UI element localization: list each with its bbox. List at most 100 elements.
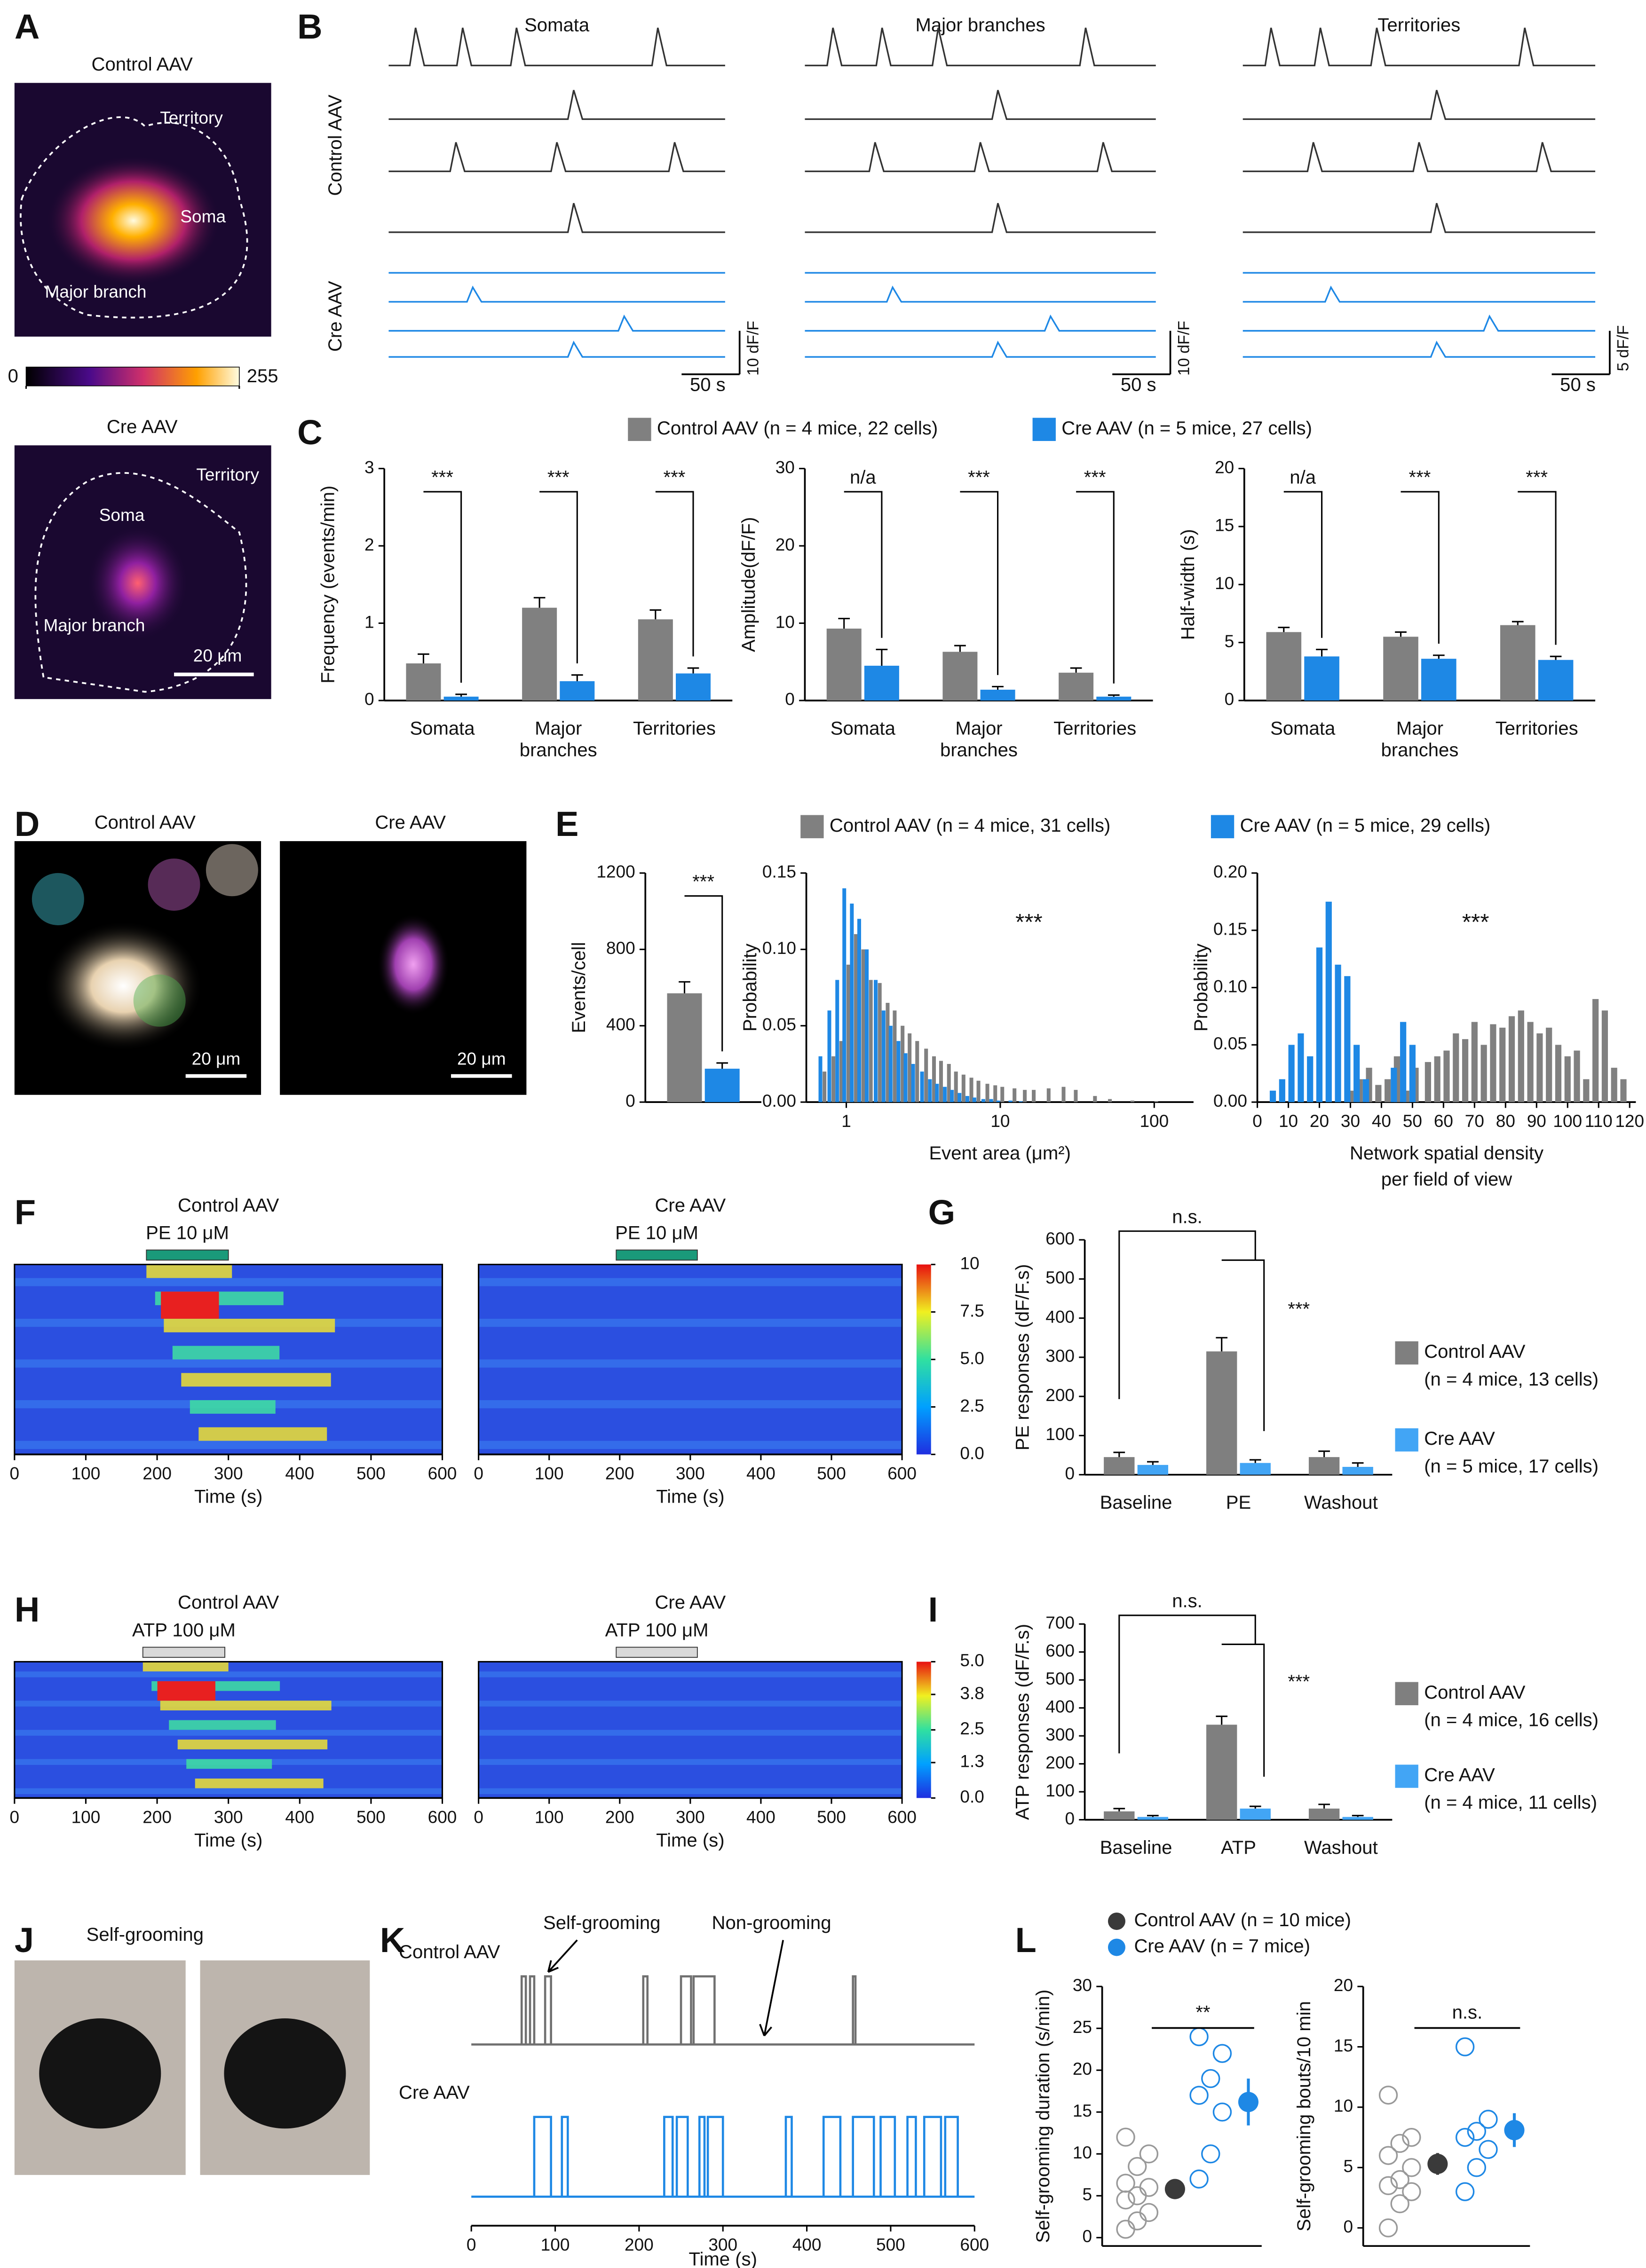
cell-glow xyxy=(206,844,258,897)
panel-letter: L xyxy=(1015,1921,1037,1960)
heatmap-row xyxy=(478,1788,902,1795)
annotation-arrow xyxy=(759,1940,784,2037)
error-bar xyxy=(838,618,850,629)
x-tick-label: 300 xyxy=(676,1464,705,1483)
y-tick-label: 0 xyxy=(1344,2217,1353,2236)
significance-label: ** xyxy=(1195,2002,1210,2023)
histogram-bar xyxy=(886,1003,890,1102)
colorbar xyxy=(916,1264,931,1455)
histogram-bar xyxy=(1032,1090,1036,1102)
x-tick-label: Baseline xyxy=(1100,1492,1172,1513)
mean-point xyxy=(1427,2154,1448,2174)
histogram-bar xyxy=(1620,1079,1627,1102)
heatmap-row xyxy=(14,1359,443,1368)
data-point xyxy=(1128,2157,1147,2176)
cell-glow xyxy=(87,525,189,641)
error-bar xyxy=(716,1062,728,1069)
bar xyxy=(406,663,441,701)
legend-note: (n = 4 mice, 11 cells) xyxy=(1424,1792,1597,1813)
x-tick-label: 0 xyxy=(1252,1111,1262,1131)
error-bar xyxy=(1352,1815,1364,1817)
mean-point xyxy=(1504,2120,1525,2141)
heatmap-row xyxy=(478,1730,902,1736)
y-tick-label: 30 xyxy=(1073,1976,1092,1995)
significance-label: *** xyxy=(664,467,686,488)
histogram-bar xyxy=(831,1056,836,1102)
bar xyxy=(1137,1817,1169,1820)
x-tick-label: 300 xyxy=(214,1807,243,1827)
x-tick-label: Somata xyxy=(410,718,475,739)
legend-label: Control AAV (n = 10 mice) xyxy=(1134,1910,1351,1930)
legend-note: (n = 4 mice, 13 cells) xyxy=(1424,1369,1599,1390)
histogram-bar xyxy=(1316,947,1323,1102)
bar xyxy=(1240,1463,1271,1475)
heatmap-title: Cre AAV xyxy=(655,1195,726,1216)
x-tick-label: Territories xyxy=(1496,718,1578,739)
legend-label: Control AAV xyxy=(1424,1341,1526,1362)
x-tick-label: 300 xyxy=(214,1464,243,1483)
trace xyxy=(805,90,1156,120)
x-tick-label: 70 xyxy=(1465,1111,1484,1131)
data-point xyxy=(1402,2127,1421,2147)
heatmap-row xyxy=(478,1441,902,1449)
significance-label: *** xyxy=(1084,467,1106,488)
data-point xyxy=(1390,2194,1409,2213)
grooming-bout xyxy=(675,2116,689,2197)
y-tick-label: 15 xyxy=(1215,516,1234,535)
y-tick-label: 0 xyxy=(1065,1809,1075,1828)
image-title: Self-grooming xyxy=(87,1924,204,1945)
group-label: Cre AAV xyxy=(325,281,346,352)
histogram-bar xyxy=(861,949,865,1102)
x-tick-label: 10 xyxy=(990,1111,1010,1131)
heatmap-response xyxy=(186,1759,272,1769)
data-point xyxy=(1201,2069,1220,2088)
bar xyxy=(1059,672,1094,701)
column-title: Territories xyxy=(1377,15,1460,36)
histogram-bar xyxy=(818,1056,823,1102)
colorbar-label: 0.0 xyxy=(960,1787,984,1806)
histogram-bar xyxy=(989,1099,993,1102)
colorbar-label: 0 xyxy=(8,366,18,386)
heatmap-row xyxy=(478,1359,902,1368)
colorbar-label: 2.5 xyxy=(960,1396,984,1415)
y-axis-label: Self-grooming bouts/10 min xyxy=(1294,2001,1314,2231)
bar xyxy=(1137,1465,1169,1475)
histogram-bar xyxy=(996,1100,1000,1102)
x-tick-label: Territories xyxy=(1053,718,1136,739)
image-title: Cre AAV xyxy=(375,812,446,833)
mouse xyxy=(224,2018,346,2129)
y-axis-label: Probability xyxy=(740,944,760,1032)
error-bar xyxy=(1511,621,1524,625)
scale-bar-label: 10 dF/F xyxy=(744,321,762,376)
y-tick-label: 15 xyxy=(1073,2101,1092,2120)
trace xyxy=(1242,285,1596,303)
grooming-bout xyxy=(680,1975,692,2045)
label-line: branches xyxy=(940,740,1018,760)
histogram-bar xyxy=(1564,1056,1571,1102)
trace xyxy=(1242,90,1596,120)
cell-glow xyxy=(148,858,200,911)
histogram-bar xyxy=(1409,1045,1416,1102)
territory-outline xyxy=(34,472,247,693)
significance-label: *** xyxy=(692,871,714,892)
y-tick-label: 500 xyxy=(1045,1268,1075,1287)
significance-bracket xyxy=(1118,1614,1256,1754)
x-axis-label: Event area (μm²) xyxy=(929,1143,1071,1164)
data-point xyxy=(1402,2182,1421,2201)
x-tick-label: 400 xyxy=(285,1464,314,1483)
histogram-bar xyxy=(1353,1045,1360,1102)
heatmap-row xyxy=(478,1278,902,1286)
x-axis-label: Time (s) xyxy=(194,1830,262,1851)
colorbar-label: 3.8 xyxy=(960,1684,984,1703)
legend-swatch xyxy=(1395,1341,1418,1365)
y-tick-label: 20 xyxy=(1073,2059,1092,2079)
trace xyxy=(388,203,725,233)
histogram-bar xyxy=(939,1061,943,1102)
histogram-bar xyxy=(1434,1056,1440,1102)
data-point xyxy=(1116,2174,1135,2193)
x-tick-label: 500 xyxy=(356,1807,386,1827)
data-point xyxy=(1128,2211,1147,2230)
data-point xyxy=(1479,2140,1498,2159)
legend-swatch xyxy=(1032,417,1056,441)
cell-glow xyxy=(32,873,84,925)
